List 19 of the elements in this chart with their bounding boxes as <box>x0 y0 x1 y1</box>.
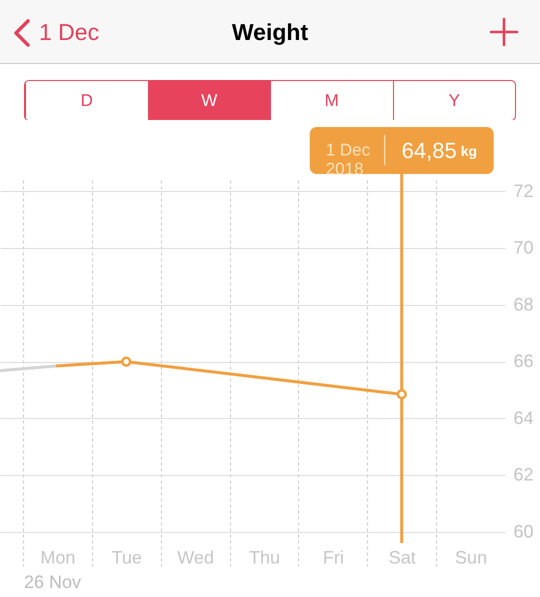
y-tick-label: 68 <box>514 294 534 314</box>
x-tick-label: Fri <box>322 548 344 568</box>
y-tick-label: 62 <box>514 464 534 485</box>
x-tick-label: Sat <box>388 548 416 568</box>
x-tick-label: Wed <box>177 548 214 568</box>
y-tick-label: 72 <box>514 180 534 201</box>
x-tick-label: Mon <box>40 548 76 568</box>
y-tick-label: 60 <box>514 521 534 542</box>
y-tick-label: 66 <box>514 351 534 372</box>
ref-line-label: 64,85 kg <box>402 138 478 163</box>
x-tick-label: Tue <box>112 548 142 568</box>
text: 1 Dec 2018 <box>326 140 371 178</box>
text: 1 Dec <box>39 18 100 47</box>
chart-title: Weight <box>232 19 308 45</box>
text: 26 Nov <box>24 572 81 592</box>
x-tick-label: Thu <box>248 548 280 568</box>
x-tick-label: Sun <box>455 548 488 568</box>
y-tick-label: 64 <box>514 408 534 428</box>
y-tick-label: 70 <box>514 238 534 258</box>
